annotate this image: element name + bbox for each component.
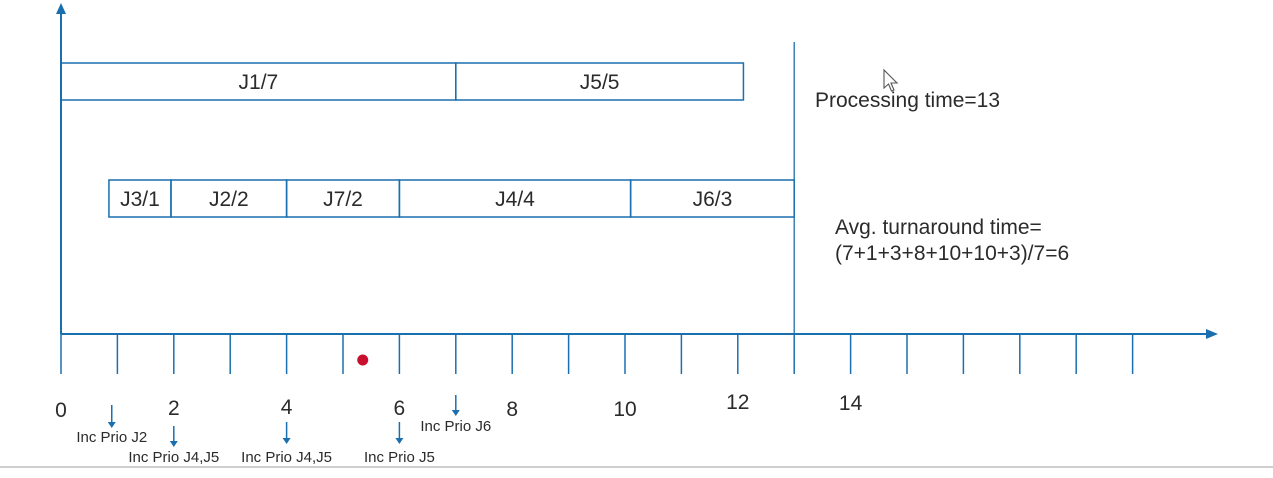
event-arrowhead-icon (169, 441, 178, 447)
priority-events: Inc Prio J2 Inc Prio J4,J5 Inc Prio J4,J5 I… (76, 395, 491, 466)
event-label: Inc Prio J5 (364, 449, 435, 466)
event-arrowhead-icon (107, 422, 116, 428)
avg-turnaround-label: Avg. turnaround time= (835, 216, 1042, 239)
event-label: Inc Prio J2 (76, 429, 147, 446)
job-label: J5/5 (580, 71, 620, 94)
marker-dot (357, 354, 369, 366)
tick-label: 0 (55, 399, 67, 422)
processing-time-text: Processing time=13 (815, 89, 1000, 112)
job-label: J1/7 (239, 71, 279, 94)
job-label: J2/2 (209, 188, 249, 211)
job-rows: J1/7 J5/5 J3/1 J2/2 J7/2 J4/4 J6/3 (60, 62, 795, 218)
tick-label: 14 (839, 392, 863, 415)
event-label: Inc Prio J4,J5 (128, 449, 219, 466)
tick-label: 2 (168, 397, 180, 420)
tick-label: 12 (726, 391, 749, 414)
bottom-divider (0, 466, 1273, 468)
tick-label: 8 (506, 398, 518, 421)
job-label: J3/1 (120, 188, 160, 211)
avg-turnaround-formula: (7+1+3+8+10+10+3)/7=6 (835, 242, 1069, 265)
job-box (455, 62, 745, 101)
job-label: J4/4 (495, 188, 535, 211)
axes-group (56, 3, 1218, 339)
timeline-ticks (60, 334, 1134, 374)
y-axis-arrow-icon (56, 3, 66, 14)
event-arrowhead-icon (395, 438, 404, 444)
job-label: J7/2 (323, 188, 363, 211)
mouse-cursor-icon (883, 68, 899, 92)
tick-label: 10 (613, 398, 636, 421)
event-arrowhead-icon (451, 410, 460, 416)
tick-labels: 0 2 4 6 8 10 12 14 (55, 354, 863, 422)
tick-label: 4 (281, 396, 293, 419)
event-arrowhead-icon (282, 438, 291, 444)
x-axis-arrow-icon (1206, 329, 1218, 339)
tick-label: 6 (394, 397, 406, 420)
job-label: J6/3 (693, 188, 733, 211)
event-label: Inc Prio J6 (420, 418, 491, 435)
job-box (629, 179, 795, 218)
event-label: Inc Prio J4,J5 (241, 449, 332, 466)
